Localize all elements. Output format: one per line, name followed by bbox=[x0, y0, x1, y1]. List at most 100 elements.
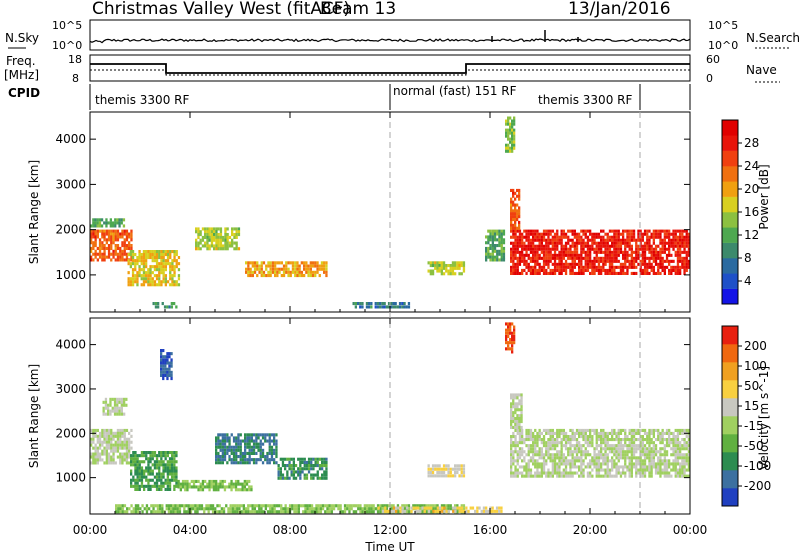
data-cell bbox=[315, 510, 318, 514]
data-cell bbox=[648, 262, 651, 266]
data-cell bbox=[674, 444, 677, 448]
data-cell bbox=[241, 455, 245, 459]
data-cell bbox=[511, 119, 514, 123]
data-cell bbox=[525, 238, 528, 242]
data-cell bbox=[495, 509, 499, 513]
data-cell bbox=[516, 468, 519, 472]
data-cell bbox=[169, 262, 172, 266]
data-cell bbox=[197, 233, 200, 237]
data-cell bbox=[250, 458, 253, 462]
data-cell bbox=[164, 364, 167, 368]
data-cell bbox=[615, 232, 618, 236]
data-cell bbox=[529, 247, 533, 251]
data-cell bbox=[558, 250, 561, 254]
data-cell bbox=[168, 469, 172, 473]
data-cell bbox=[514, 197, 517, 201]
data-cell bbox=[500, 246, 503, 250]
data-cell bbox=[507, 137, 510, 141]
data-cell bbox=[103, 235, 106, 239]
data-cell bbox=[267, 261, 270, 265]
data-cell bbox=[606, 453, 609, 457]
data-cell bbox=[679, 247, 682, 251]
data-cell bbox=[668, 232, 671, 236]
data-cell bbox=[617, 244, 620, 248]
data-cell bbox=[663, 465, 666, 469]
data-cell bbox=[670, 468, 673, 472]
data-cell bbox=[257, 458, 260, 462]
data-cell bbox=[511, 131, 514, 135]
data-cell bbox=[482, 506, 486, 510]
data-cell bbox=[650, 235, 653, 239]
data-cell bbox=[305, 460, 309, 464]
data-cell bbox=[155, 457, 159, 461]
data-cell bbox=[140, 274, 143, 278]
data-cell bbox=[134, 253, 137, 257]
data-cell bbox=[151, 259, 154, 263]
data-cell bbox=[571, 232, 574, 236]
data-cell bbox=[134, 262, 137, 266]
data-cell bbox=[628, 447, 631, 451]
data-cell bbox=[668, 428, 671, 432]
data-cell bbox=[514, 241, 517, 245]
data-cell bbox=[665, 474, 669, 478]
data-cell bbox=[221, 482, 224, 486]
data-cell bbox=[313, 507, 316, 511]
data-cell bbox=[394, 305, 397, 309]
data-cell bbox=[403, 509, 407, 513]
data-cell bbox=[101, 229, 104, 233]
data-cell bbox=[177, 277, 181, 281]
data-cell bbox=[635, 465, 638, 469]
data-cell bbox=[674, 450, 677, 454]
data-cell bbox=[635, 431, 638, 435]
data-cell bbox=[547, 265, 550, 269]
data-cell bbox=[245, 270, 248, 274]
data-cell bbox=[624, 444, 627, 448]
data-cell bbox=[650, 474, 653, 478]
data-cell bbox=[545, 453, 548, 457]
data-cell bbox=[525, 235, 528, 239]
data-cell bbox=[654, 250, 658, 254]
data-cell bbox=[507, 116, 510, 120]
data-cell bbox=[121, 434, 124, 438]
data-cell bbox=[516, 408, 519, 412]
data-cell bbox=[553, 471, 557, 475]
data-cell bbox=[516, 450, 519, 454]
data-cell bbox=[589, 462, 592, 466]
data-cell bbox=[233, 247, 236, 251]
data-cell bbox=[507, 122, 510, 126]
data-cell bbox=[615, 256, 618, 260]
data-cell bbox=[578, 265, 581, 269]
data-cell bbox=[253, 270, 257, 274]
data-cell bbox=[121, 255, 124, 259]
data-cell bbox=[679, 229, 682, 233]
data-cell bbox=[595, 235, 598, 239]
data-cell bbox=[423, 509, 426, 513]
data-cell bbox=[547, 453, 550, 457]
cpid-panel: CPID themis 3300 RF normal (fast) 151 RF… bbox=[8, 84, 691, 110]
data-cell bbox=[510, 408, 513, 412]
data-cell bbox=[687, 253, 691, 257]
data-cell bbox=[597, 456, 601, 460]
data-cell bbox=[280, 504, 283, 508]
data-cell bbox=[110, 246, 113, 250]
data-cell bbox=[195, 241, 198, 245]
data-cell bbox=[235, 458, 238, 462]
data-cell bbox=[96, 458, 99, 462]
data-cell bbox=[277, 476, 280, 480]
data-cell bbox=[558, 235, 561, 239]
data-cell bbox=[269, 274, 272, 278]
data-cell bbox=[511, 140, 514, 144]
data-cell bbox=[514, 253, 517, 257]
data-cell bbox=[637, 444, 640, 448]
data-cell bbox=[540, 453, 543, 457]
data-cell bbox=[120, 412, 123, 416]
data-cell bbox=[110, 252, 113, 256]
data-cell bbox=[672, 450, 675, 454]
data-cell bbox=[509, 325, 512, 329]
data-cell bbox=[553, 465, 557, 469]
data-cell bbox=[245, 482, 249, 486]
data-cell bbox=[611, 435, 614, 439]
data-cell bbox=[94, 221, 97, 225]
data-cell bbox=[224, 233, 227, 237]
data-cell bbox=[628, 474, 631, 478]
